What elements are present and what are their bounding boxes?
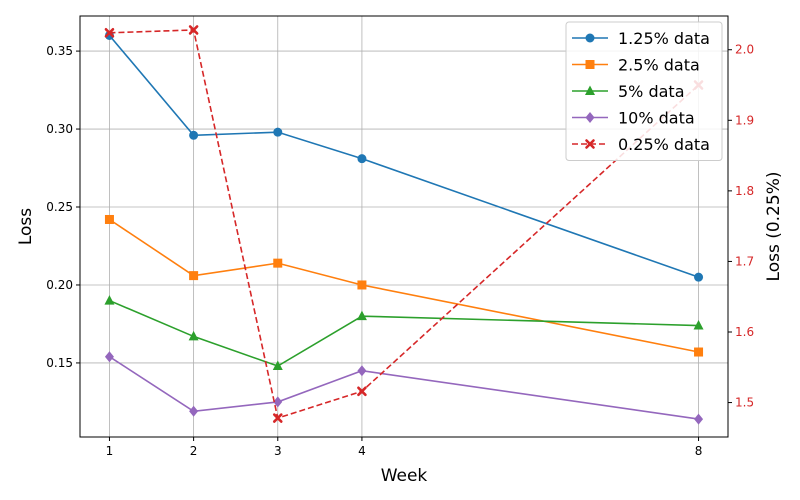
data-point: [694, 272, 704, 282]
legend-label: 10% data: [618, 109, 695, 128]
y-axis-label: Loss: [16, 208, 36, 245]
data-point: [357, 386, 367, 397]
x-tick-label: 3: [274, 444, 282, 458]
data-point: [273, 258, 283, 268]
y-tick-label: 0.35: [46, 44, 73, 58]
legend-item: 5% data: [572, 82, 685, 101]
series-5-data: [104, 295, 704, 371]
data-point: [357, 280, 367, 290]
y-axis-right: 1.5 1.6 1.7 1.8 1.9 2.0: [728, 43, 754, 410]
y-tick-label: 0.15: [46, 356, 73, 370]
data-point: [357, 154, 367, 164]
y-right-tick-label: 1.5: [735, 396, 754, 410]
x-marker-stroke: [585, 139, 595, 149]
y-right-tick-label: 2.0: [735, 43, 754, 57]
x-marker-stroke: [357, 386, 367, 397]
data-point: [694, 347, 704, 357]
y-tick-label: 0.25: [46, 200, 73, 214]
y-right-tick-label: 1.6: [735, 325, 754, 339]
data-point: [585, 85, 595, 95]
data-point: [104, 27, 115, 38]
data-point: [585, 112, 595, 123]
series-1-25-data: [104, 30, 704, 282]
legend-item: 0.25% data: [572, 135, 710, 154]
legend-item: 1.25% data: [572, 29, 710, 48]
series-line: [109, 299, 699, 367]
data-point: [104, 295, 115, 305]
x-tick-label: 2: [190, 444, 198, 458]
y-right-tick-label: 1.9: [735, 113, 754, 127]
data-point: [104, 214, 114, 224]
x-marker-stroke: [104, 27, 115, 38]
legend-label: 5% data: [618, 82, 685, 101]
legend-label: 1.25% data: [618, 29, 710, 48]
data-point: [585, 33, 595, 43]
plot-series: [104, 25, 704, 425]
y-axis-right-label: Loss (0.25%): [764, 172, 784, 282]
data-point: [189, 271, 199, 281]
y-right-tick-label: 1.8: [735, 184, 754, 198]
series-line: [109, 356, 699, 420]
y-axis-left: 0.15 0.20 0.25 0.30 0.35: [46, 44, 80, 370]
series-line: [109, 218, 699, 353]
y-right-tick-label: 1.7: [735, 254, 754, 268]
series-10-data: [104, 351, 704, 425]
x-axis-label: Week: [381, 466, 428, 486]
legend-box: [565, 21, 723, 161]
data-point: [693, 320, 704, 330]
x-marker-stroke: [188, 25, 199, 35]
x-axis: 1 2 3 4 8: [106, 437, 703, 458]
series-2-5-data: [104, 214, 704, 357]
data-point: [585, 60, 595, 69]
data-point: [188, 330, 199, 341]
data-point: [104, 351, 114, 363]
y-tick-label: 0.30: [46, 122, 73, 136]
legend-label: 0.25% data: [618, 135, 710, 154]
x-tick-label: 4: [358, 444, 366, 458]
data-point: [272, 413, 283, 423]
x-tick-label: 1: [106, 444, 114, 458]
data-point: [189, 130, 199, 140]
x-marker-stroke: [272, 413, 283, 423]
data-point: [357, 365, 367, 377]
plot-frame: [79, 15, 729, 438]
data-point: [273, 127, 283, 137]
data-point: [189, 405, 199, 417]
legend-item: 10% data: [572, 109, 695, 128]
legend: 1.25% data 2.5% data 5% data 10% data 0.25% …: [565, 21, 723, 161]
data-point: [272, 360, 283, 371]
data-point: [694, 413, 704, 425]
y-tick-label: 0.20: [46, 278, 73, 292]
legend-item: 2.5% data: [572, 56, 700, 75]
data-point: [273, 396, 283, 408]
data-point: [356, 310, 367, 321]
legend-label: 2.5% data: [618, 56, 700, 75]
data-point: [188, 25, 199, 35]
data-point: [585, 139, 595, 149]
x-tick-label: 8: [695, 444, 703, 458]
